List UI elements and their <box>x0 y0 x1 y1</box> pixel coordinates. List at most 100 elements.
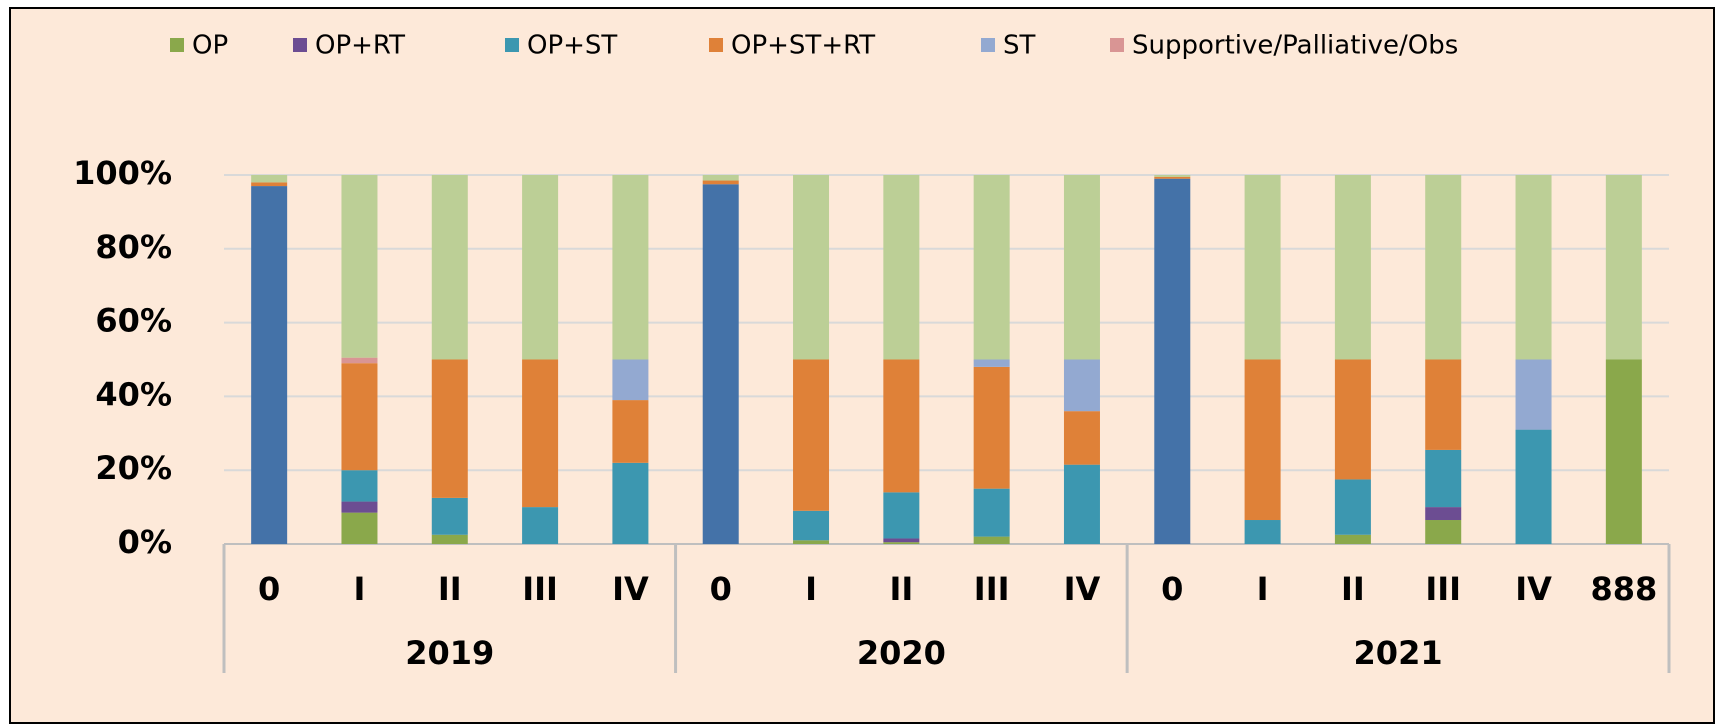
group-label: 2020 <box>857 634 946 672</box>
group-label: 2019 <box>405 634 494 672</box>
bar-segment <box>1334 359 1371 480</box>
x-tick-label: I <box>354 570 366 608</box>
bar-segment <box>793 510 830 541</box>
bar-segment <box>1154 175 1191 177</box>
bar-segment <box>1515 359 1552 430</box>
bar-segment <box>702 184 739 544</box>
x-tick-label: III <box>522 570 558 608</box>
bar-segment <box>793 359 830 511</box>
bar-segment <box>341 363 378 471</box>
x-tick-label: II <box>1341 570 1365 608</box>
bar-segment <box>431 359 468 498</box>
bar-segment <box>522 359 559 508</box>
x-tick-label: 0 <box>258 570 280 608</box>
bar-segment <box>1154 176 1191 179</box>
bar-segment <box>612 359 649 401</box>
x-tick-label: 888 <box>1590 570 1657 608</box>
legend-label: Supportive/Palliative/Obs <box>1132 31 1458 61</box>
bar-segment <box>1244 520 1281 544</box>
bar-segment <box>973 175 1010 360</box>
bar-segment <box>1425 507 1462 521</box>
group-label: 2021 <box>1354 634 1443 672</box>
bar-segment <box>1063 464 1100 544</box>
bar-segment <box>341 501 378 513</box>
bar-segment <box>341 512 378 544</box>
x-tick-label: III <box>974 570 1010 608</box>
x-tick-label: II <box>889 570 913 608</box>
y-tick-label: 0% <box>118 523 172 561</box>
bar-segment <box>341 175 378 358</box>
bar-segment <box>341 357 378 364</box>
bar-segment <box>883 359 920 493</box>
bar-segment <box>1334 175 1371 360</box>
x-tick-label: 0 <box>1161 570 1183 608</box>
bar-segment <box>1425 449 1462 508</box>
x-tick-label: IV <box>612 570 649 608</box>
x-tick-label: II <box>438 570 462 608</box>
bar-segment <box>973 536 1010 544</box>
bar-segment <box>1063 411 1100 465</box>
y-tick-label: 20% <box>95 449 172 487</box>
bar-segment <box>431 175 468 360</box>
x-tick-label: 0 <box>710 570 732 608</box>
bar-segment <box>1515 175 1552 360</box>
legend-label: OP <box>192 31 228 61</box>
legend-label: OP+ST <box>527 31 617 61</box>
bar-segment <box>883 175 920 360</box>
bar-segment <box>341 470 378 502</box>
bar-segment <box>973 366 1010 489</box>
legend-label: OP+RT <box>315 31 405 61</box>
bar-segment <box>1334 479 1371 535</box>
legend-label: ST <box>1003 31 1036 61</box>
bar-segment <box>612 175 649 360</box>
bar-segment <box>1063 359 1100 412</box>
legend-swatch <box>293 38 307 52</box>
bar-segment <box>251 186 288 544</box>
legend-swatch <box>1110 38 1124 52</box>
bar-segment <box>431 497 468 535</box>
x-tick-label: IV <box>1515 570 1552 608</box>
bar-segment <box>1063 175 1100 360</box>
x-tick-label: I <box>1257 570 1269 608</box>
x-tick-label: I <box>805 570 817 608</box>
bar-segment <box>1605 359 1642 544</box>
bar-segment <box>612 462 649 544</box>
legend-swatch <box>505 38 519 52</box>
bar-segment <box>883 542 920 544</box>
bar-segment <box>793 175 830 360</box>
x-tick-label: IV <box>1064 570 1101 608</box>
legend-swatch <box>170 38 184 52</box>
bar-segment <box>883 492 920 539</box>
bar-segment <box>1244 359 1281 521</box>
x-tick-label: III <box>1425 570 1461 608</box>
bar-segment <box>1605 175 1642 360</box>
bar-segment <box>883 538 920 543</box>
bar-segment <box>251 182 288 187</box>
legend-swatch <box>981 38 995 52</box>
y-tick-label: 40% <box>95 375 172 413</box>
bar-segment <box>431 534 468 544</box>
bar-segment <box>1334 534 1371 544</box>
bar-segment <box>1425 520 1462 544</box>
bar-segment <box>793 540 830 544</box>
bar-segment <box>702 175 739 181</box>
bar-segment <box>522 175 559 360</box>
bar-segment <box>1244 175 1281 360</box>
y-tick-label: 100% <box>73 154 172 192</box>
bar-segment <box>1425 175 1462 360</box>
bar-segment <box>702 180 739 185</box>
bar-segment <box>973 488 1010 537</box>
bar-segment <box>1154 178 1191 544</box>
bar-segment <box>1515 429 1552 544</box>
bar-segment <box>522 507 559 544</box>
legend-label: OP+ST+RT <box>731 31 875 61</box>
y-tick-label: 80% <box>95 228 172 266</box>
bar-segment <box>612 400 649 463</box>
y-tick-label: 60% <box>95 302 172 340</box>
bar-segment <box>251 175 288 183</box>
bar-segment <box>1425 359 1462 450</box>
bar-segment <box>973 359 1010 367</box>
legend-swatch <box>709 38 723 52</box>
